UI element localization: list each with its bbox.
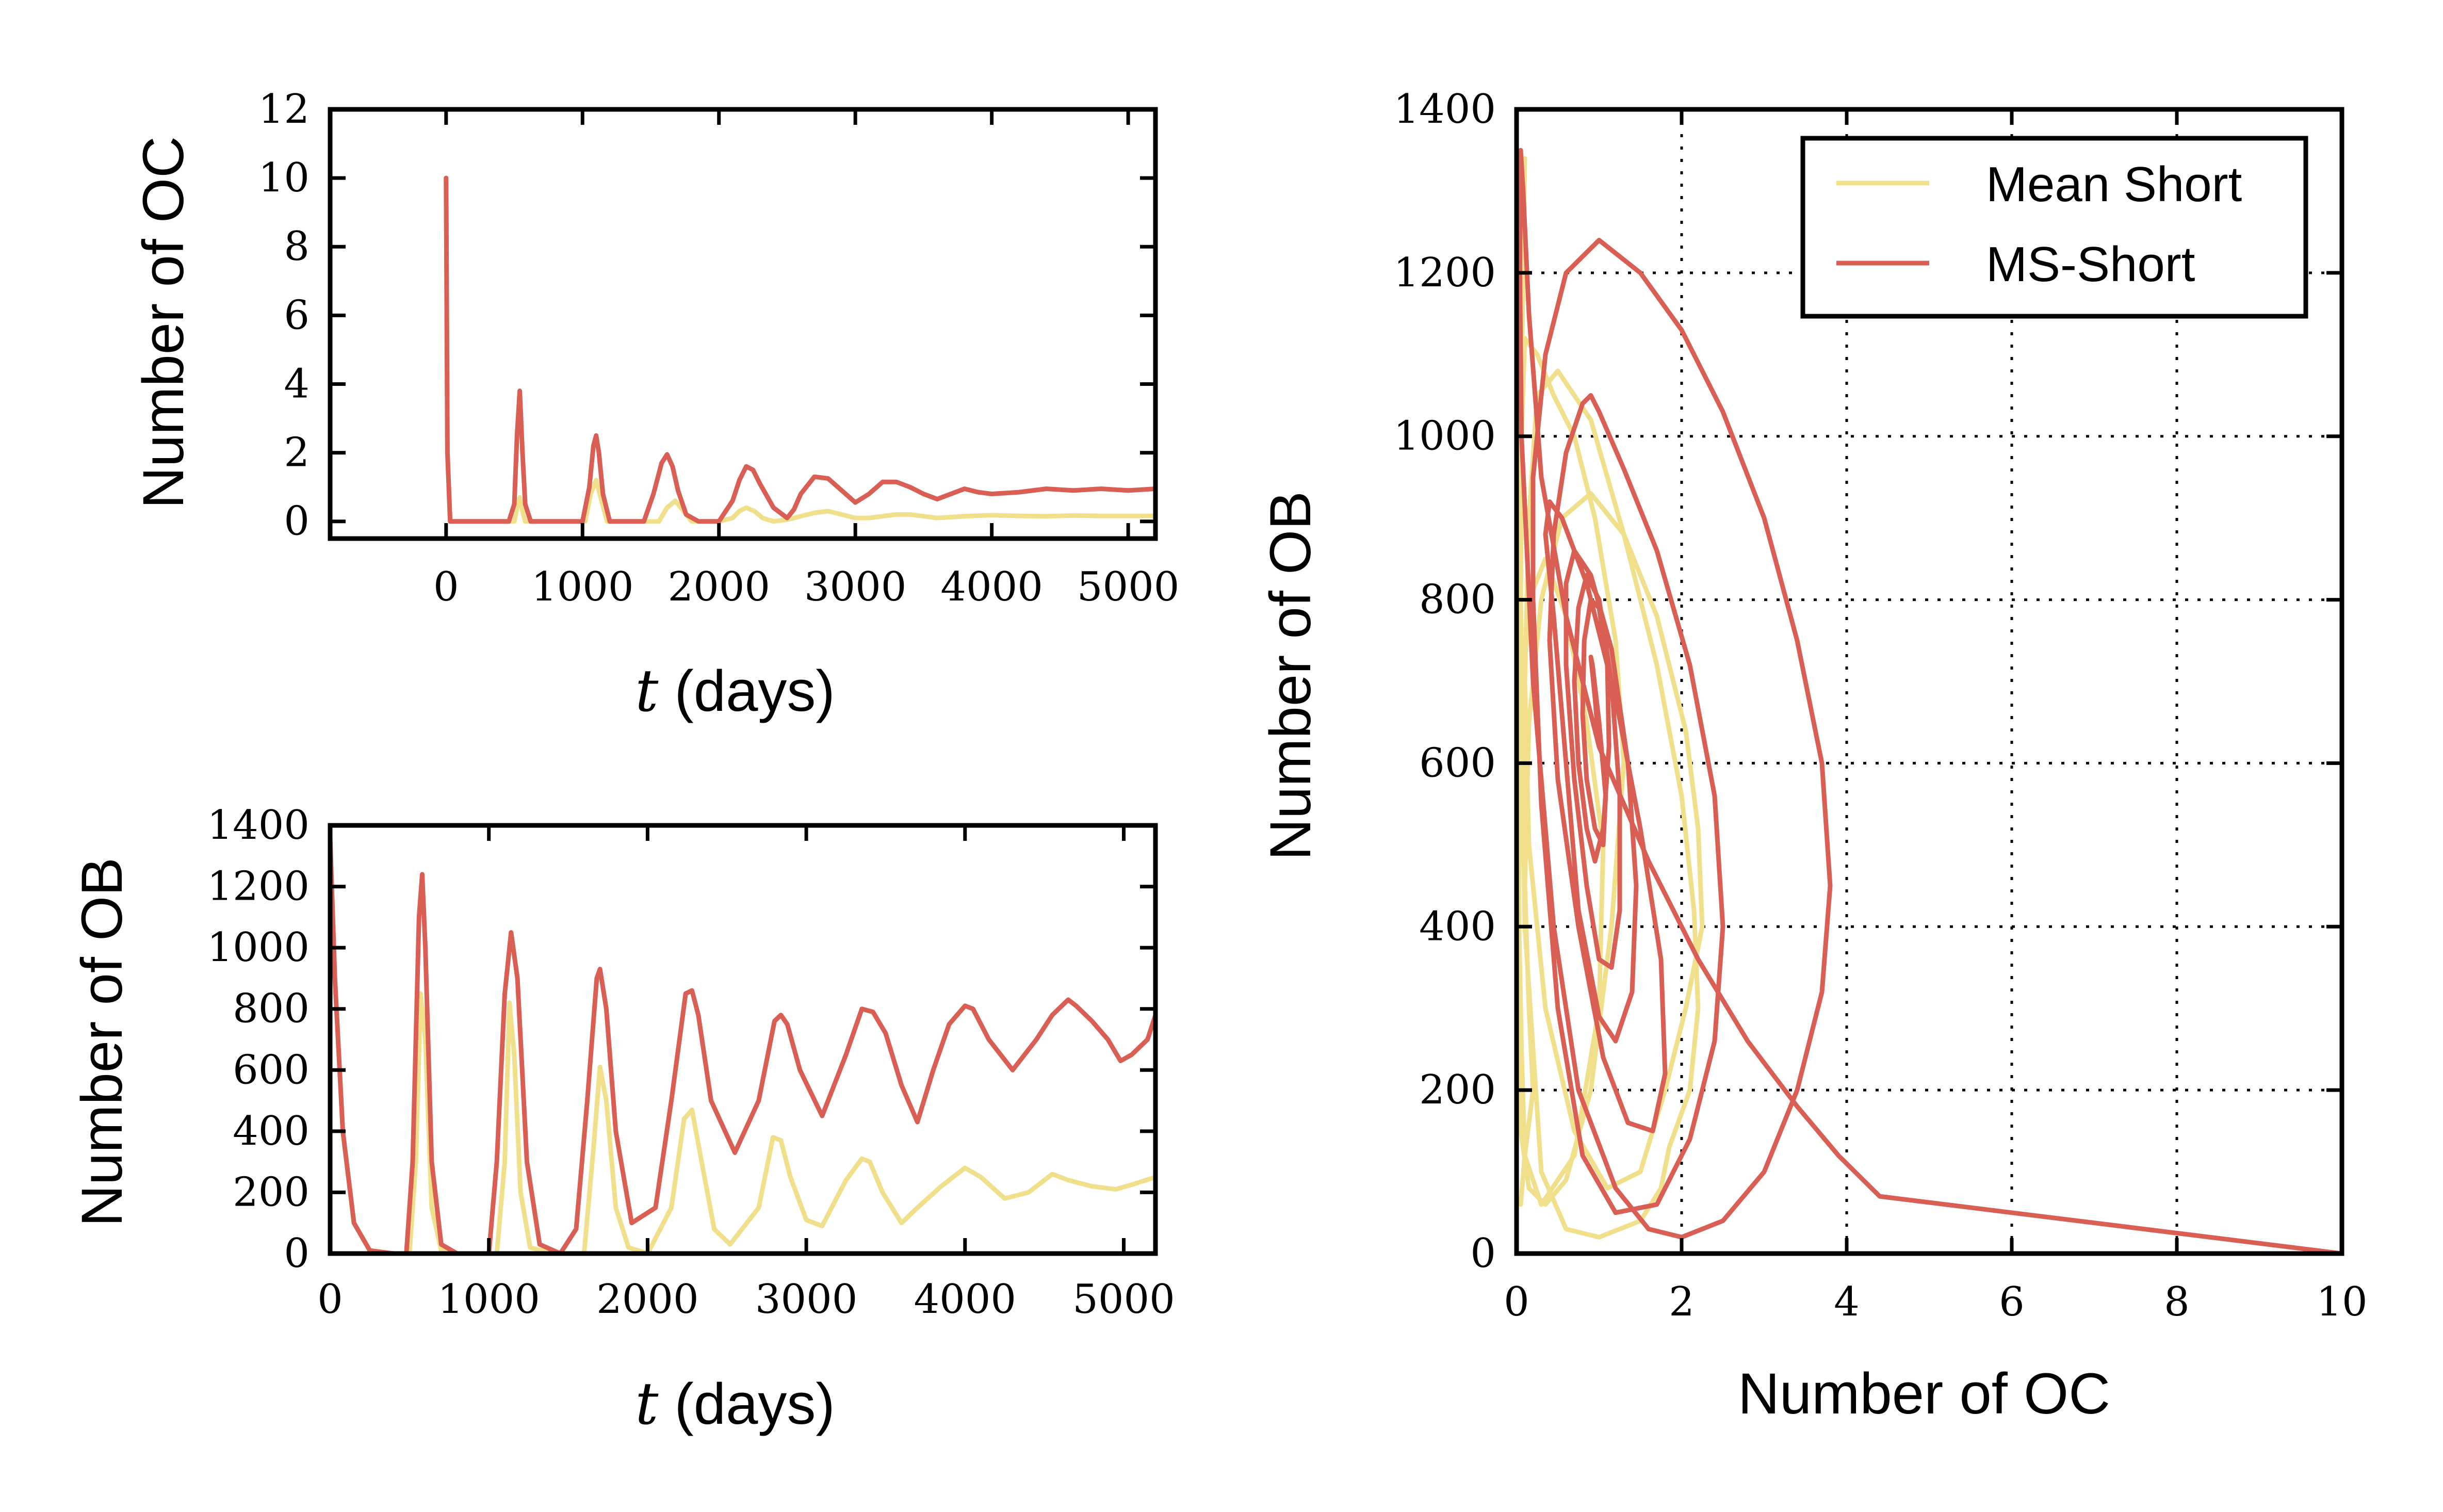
ob-time-ylabel: Number of OB [70, 857, 134, 1227]
ob-time-xlabel-var: t [635, 1371, 659, 1438]
oc-time-ytick-label-3: 6 [284, 292, 310, 338]
legend-label-mean-short: Mean Short [1986, 157, 2242, 212]
oc-time-xtick-label-1: 1000 [531, 564, 634, 610]
ob-time-plot: 0 1000 2000 3000 4000 5000 0 200 400 600 800 1000 12… [70, 802, 1175, 1438]
phase-ytick-label-6: 1200 [1393, 250, 1496, 296]
phase-xtick-label-4: 8 [2164, 1279, 2190, 1325]
ob-time-xtick-label-5: 5000 [1072, 1276, 1175, 1323]
phase-ticks: 0 2 4 6 8 10 0 200 400 600 800 1000 1200 1400 [1393, 86, 2367, 1325]
oc-time-ytick-label-1: 2 [284, 430, 310, 476]
ob-time-ytick-label-7: 1400 [207, 802, 310, 849]
phase-xlabel: Number of OC [1738, 1361, 2110, 1426]
phase-ytick-label-5: 1000 [1393, 413, 1496, 460]
ob-time-ytick-label-2: 400 [233, 1108, 310, 1155]
phase-ytick-label-1: 200 [1419, 1067, 1496, 1113]
ob-time-xtick-label-3: 3000 [755, 1276, 858, 1323]
oc-time-ytick-label-0: 0 [284, 498, 310, 545]
oc-time-frame [328, 107, 1158, 541]
phase-frame [1514, 107, 2344, 1256]
ob-time-frame [328, 823, 1158, 1256]
phase-plot: 0 2 4 6 8 10 0 200 400 600 800 1000 1200 1400 Number … [1258, 86, 2368, 1426]
phase-xtick-label-2: 4 [1834, 1279, 1860, 1325]
ob-time-ytick-label-0: 0 [284, 1230, 310, 1277]
ob-time-xtick-label-1: 1000 [437, 1276, 540, 1323]
phase-ytick-label-7: 1400 [1393, 86, 1496, 133]
legend-label-ms-short: MS-Short [1986, 237, 2195, 292]
oc-time-ticks: 0 1000 2000 3000 4000 5000 0 2 4 6 8 10 12 [258, 86, 1180, 610]
legend-box [1800, 136, 2308, 319]
ob-time-ytick-label-6: 1200 [207, 864, 310, 910]
ob-time-xtick-label-2: 2000 [596, 1276, 699, 1323]
oc-time-xtick-label-3: 3000 [804, 564, 907, 610]
ob-time-series-0 [330, 841, 1155, 1254]
ob-time-xtick-label-0: 0 [317, 1276, 343, 1323]
oc-time-xtick-label-2: 2000 [667, 564, 770, 610]
phase-ytick-label-0: 0 [1470, 1230, 1496, 1277]
phase-series-0 [1517, 156, 1705, 1240]
oc-time-series-1 [444, 175, 1155, 524]
oc-time-ylabel: Number of OC [131, 136, 196, 509]
oc-time-xtick-label-4: 4000 [940, 564, 1043, 610]
phase-ytick-label-2: 400 [1419, 903, 1496, 950]
phase-xtick-label-3: 6 [1999, 1279, 2025, 1325]
oc-time-xlabel: t (days) [635, 658, 835, 725]
oc-time-ytick-label-6: 12 [258, 86, 310, 133]
oc-time-xtick-label-5: 5000 [1077, 564, 1180, 610]
phase-xtick-label-0: 0 [1504, 1279, 1529, 1325]
ob-time-xlabel-unit: (days) [658, 1372, 835, 1436]
phase-xtick-label-5: 10 [2316, 1279, 2367, 1325]
oc-time-ytick-label-2: 4 [284, 361, 310, 407]
oc-time-series-0 [444, 175, 1155, 524]
phase-ylabel: Number of OB [1258, 491, 1323, 860]
ob-time-ytick-label-3: 600 [233, 1047, 310, 1093]
oc-time-lines [444, 175, 1155, 524]
ob-time-ytick-label-5: 1000 [207, 924, 310, 971]
phase-series-1 [1517, 148, 2342, 1254]
ob-time-ticks: 0 1000 2000 3000 4000 5000 0 200 400 600 800 1000 12… [207, 802, 1175, 1323]
ob-time-ytick-label-4: 800 [233, 986, 310, 1032]
oc-time-ytick-label-5: 10 [258, 155, 310, 201]
phase-xtick-label-1: 2 [1669, 1279, 1695, 1325]
ob-time-xtick-label-4: 4000 [914, 1276, 1017, 1323]
oc-time-xlabel-unit: (days) [658, 659, 835, 723]
ob-time-lines [330, 835, 1155, 1254]
legend: Mean Short MS-Short [1800, 136, 2308, 319]
phase-lines [1517, 148, 2342, 1254]
ob-time-series-1 [330, 835, 1155, 1254]
phase-ytick-label-4: 800 [1419, 577, 1496, 623]
oc-time-xlabel-var: t [635, 658, 659, 725]
oc-time-xtick-label-0: 0 [433, 564, 459, 610]
oc-time-ytick-label-4: 8 [284, 223, 310, 270]
phase-ytick-label-3: 600 [1419, 740, 1496, 786]
ob-time-xlabel: t (days) [635, 1371, 835, 1438]
ob-time-ytick-label-1: 200 [233, 1169, 310, 1215]
